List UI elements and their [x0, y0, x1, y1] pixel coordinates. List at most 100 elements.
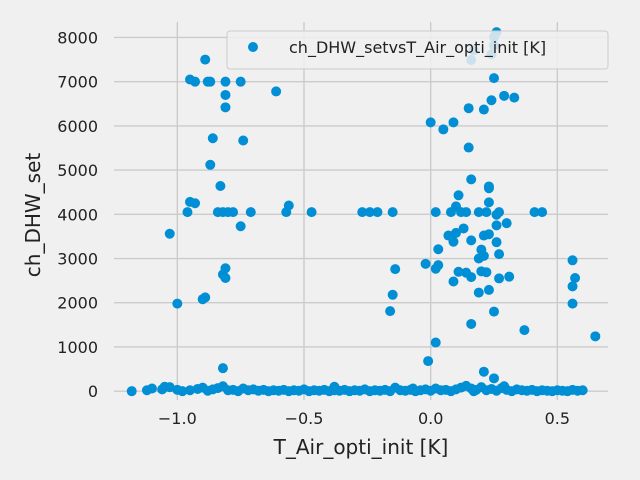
data-point: [205, 76, 216, 87]
data-point: [182, 207, 193, 218]
x-axis-label: T_Air_opti_init [K]: [273, 435, 449, 459]
data-point: [483, 229, 494, 240]
data-point: [458, 223, 469, 234]
data-point: [164, 382, 175, 393]
data-point: [499, 90, 510, 101]
data-point: [220, 102, 231, 113]
data-point: [501, 218, 512, 229]
data-point: [466, 272, 477, 283]
data-point: [238, 135, 249, 146]
data-point: [466, 174, 477, 185]
data-point: [453, 190, 464, 201]
data-point: [245, 207, 256, 218]
data-point: [147, 383, 157, 394]
data-point: [473, 287, 484, 298]
y-tick-label: 2000: [57, 294, 98, 313]
data-point: [190, 76, 201, 87]
data-point: [519, 325, 530, 336]
data-point: [164, 228, 175, 239]
data-point: [387, 207, 398, 218]
data-point: [494, 273, 505, 284]
data-point: [177, 386, 188, 397]
y-tick-label: 0: [88, 382, 98, 401]
data-point: [570, 272, 581, 283]
x-tick-label: 0.5: [545, 409, 570, 428]
data-point: [478, 366, 489, 377]
data-point: [483, 284, 494, 295]
y-tick-label: 1000: [57, 338, 98, 357]
data-point: [126, 386, 137, 397]
y-tick-label: 8000: [57, 28, 98, 47]
data-point: [491, 237, 502, 248]
data-point: [448, 117, 459, 128]
data-point: [466, 318, 477, 329]
data-point: [283, 200, 294, 211]
data-point: [448, 236, 459, 247]
grid: [114, 22, 608, 400]
data-point: [172, 298, 183, 309]
legend: ch_DHW_setvsT_Air_opti_init [K]: [226, 30, 609, 70]
legend-box: [226, 30, 609, 70]
y-tick-label: 7000: [57, 73, 98, 92]
data-point: [478, 104, 489, 115]
data-point: [423, 356, 434, 367]
data-point: [387, 289, 398, 300]
data-point: [448, 276, 459, 287]
data-point: [478, 250, 489, 261]
y-tick-label: 5000: [57, 161, 98, 180]
data-point: [491, 220, 502, 231]
data-point: [217, 363, 228, 374]
data-point: [473, 207, 484, 218]
data-point: [197, 294, 208, 305]
data-point: [207, 133, 218, 144]
data-point: [235, 221, 246, 232]
data-point: [504, 271, 515, 282]
data-point: [425, 117, 436, 128]
data-point: [567, 298, 578, 309]
data-point: [200, 54, 211, 65]
data-point: [529, 207, 540, 218]
legend-marker: [248, 42, 258, 52]
data-point: [489, 306, 499, 317]
x-tick-label: −0.5: [285, 409, 324, 428]
data-point: [306, 207, 317, 218]
data-point: [372, 207, 383, 218]
data-point: [220, 76, 231, 87]
data-point: [509, 92, 520, 103]
data-point: [499, 381, 510, 392]
data-point: [567, 255, 578, 266]
x-tick-label: 0.0: [418, 409, 443, 428]
legend-label: ch_DHW_setvsT_Air_opti_init [K]: [289, 38, 546, 58]
data-point: [407, 383, 418, 394]
data-point: [466, 235, 477, 246]
data-point: [483, 197, 494, 208]
data-point: [451, 227, 461, 238]
data-point: [590, 331, 601, 342]
data-point: [390, 264, 401, 275]
y-axis-label: ch_DHW_set: [21, 153, 45, 278]
data-point: [489, 373, 499, 384]
data-point: [577, 385, 588, 396]
data-point: [215, 181, 226, 192]
y-tick-labels: 0 1000 2000 3000 4000 5000 6000 7000 8000: [57, 28, 98, 401]
data-point: [489, 73, 499, 84]
data-point: [271, 86, 282, 97]
data-point: [430, 207, 441, 218]
data-point: [494, 207, 505, 218]
data-point: [329, 381, 340, 392]
data-point: [364, 207, 375, 218]
data-point: [483, 183, 494, 194]
data-point: [461, 207, 472, 218]
data-point: [205, 159, 216, 170]
x-tick-label: −1.0: [158, 409, 197, 428]
data-point: [433, 244, 444, 255]
data-point: [220, 272, 231, 283]
y-tick-label: 4000: [57, 205, 98, 224]
data-point: [481, 267, 492, 278]
data-point: [420, 258, 431, 269]
data-point: [453, 266, 464, 277]
data-point: [235, 76, 246, 87]
data-point: [228, 207, 239, 218]
